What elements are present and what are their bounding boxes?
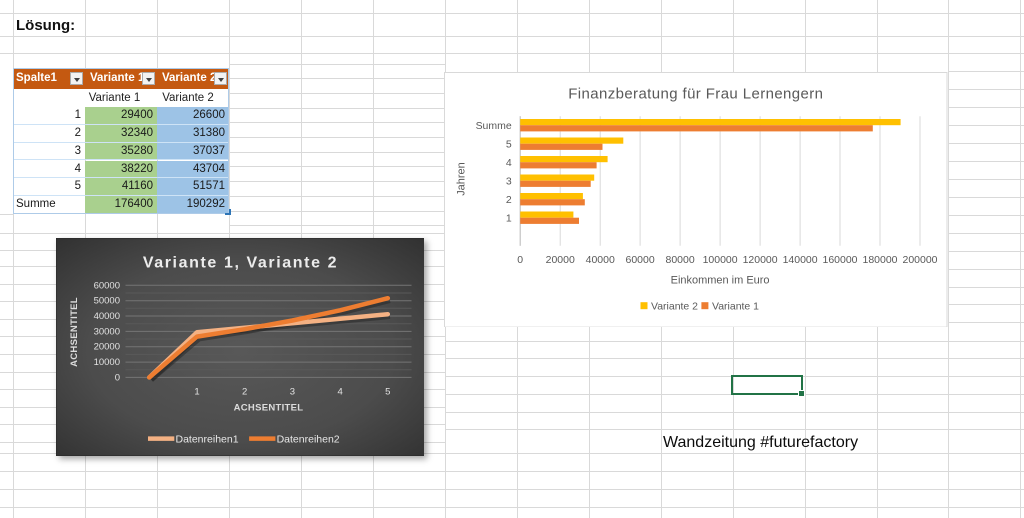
svg-text:40000: 40000 [93,311,119,322]
svg-text:140000: 140000 [783,255,818,266]
svg-text:5: 5 [506,139,512,150]
svg-text:50000: 50000 [93,296,119,307]
svg-text:10000: 10000 [93,357,119,368]
svg-text:40000: 40000 [586,255,615,266]
svg-text:120000: 120000 [743,255,778,266]
svg-text:Variante 2: Variante 2 [651,301,698,312]
svg-text:20000: 20000 [93,342,119,353]
svg-text:Summe: Summe [476,121,512,132]
svg-text:Datenreihen2: Datenreihen2 [276,433,339,445]
svg-text:Jahren: Jahren [456,162,468,196]
svg-text:1: 1 [194,387,199,398]
svg-text:200000: 200000 [902,255,937,266]
svg-text:5: 5 [385,387,390,398]
svg-text:1: 1 [506,213,512,224]
svg-text:160000: 160000 [822,255,857,266]
svg-text:2: 2 [242,387,247,398]
svg-text:Datenreihen1: Datenreihen1 [175,433,238,445]
svg-text:Finanzberatung für Frau Lernen: Finanzberatung für Frau Lernengern [568,85,823,102]
svg-text:30000: 30000 [93,326,119,337]
svg-text:ACHSENTITEL: ACHSENTITEL [233,403,303,414]
svg-text:80000: 80000 [666,255,695,266]
svg-text:3: 3 [289,387,294,398]
svg-text:4: 4 [506,158,512,169]
svg-text:180000: 180000 [862,255,897,266]
svg-text:Variante 1, Variante 2: Variante 1, Variante 2 [142,255,337,272]
svg-text:60000: 60000 [626,255,655,266]
svg-text:100000: 100000 [703,255,738,266]
svg-text:Variante 1: Variante 1 [712,301,759,312]
svg-text:20000: 20000 [546,255,575,266]
svg-text:60000: 60000 [93,280,119,291]
svg-text:4: 4 [337,387,342,398]
svg-text:0: 0 [114,372,119,383]
svg-text:0: 0 [517,255,523,266]
svg-text:2: 2 [506,195,512,206]
svg-text:3: 3 [506,176,512,187]
svg-text:ACHSENTITEL: ACHSENTITEL [68,297,79,367]
svg-text:Einkommen im Euro: Einkommen im Euro [671,274,770,286]
